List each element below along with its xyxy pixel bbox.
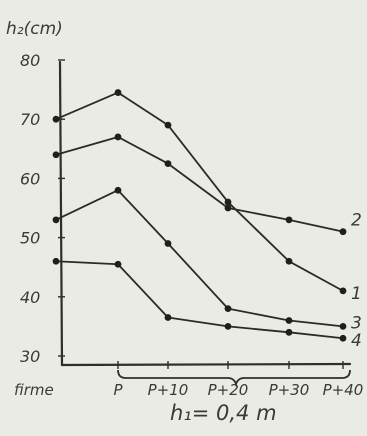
annotation-h1: h₁= 0,4 m	[170, 401, 277, 425]
series-label-2: 2	[351, 211, 362, 231]
y-tick-label: 40	[20, 288, 40, 307]
series-line-4	[55, 260, 344, 340]
series-layer	[52, 89, 347, 342]
data-point	[339, 323, 347, 330]
data-point	[52, 216, 60, 224]
ticks: 30 40 50 60 70 80 firme P P+10 P+20 P+30 P+40	[14, 51, 363, 399]
data-point	[52, 151, 60, 159]
data-point	[224, 305, 232, 313]
x-tick-label: P+20	[208, 381, 249, 399]
data-point	[52, 257, 60, 265]
y-tick-label: 80	[20, 51, 40, 70]
data-point	[224, 198, 232, 206]
data-point	[339, 287, 347, 295]
data-point	[164, 160, 172, 168]
data-point	[285, 317, 293, 324]
data-point	[114, 133, 122, 141]
x-tick-label: P+30	[269, 381, 310, 399]
series-line-3	[55, 189, 344, 328]
series-label-4: 4	[351, 331, 362, 351]
x-tick-label: P+40	[323, 381, 364, 399]
x-axis	[60, 362, 352, 367]
series-line-1	[55, 91, 344, 292]
y-tick-label: 60	[20, 169, 40, 188]
data-point	[114, 186, 122, 194]
data-point	[224, 323, 232, 330]
series-label-3: 3	[351, 313, 362, 333]
data-point	[285, 257, 293, 265]
x-tick-label: P+10	[148, 381, 189, 399]
data-point	[164, 314, 172, 321]
data-point	[285, 216, 293, 224]
series-label-1: 1	[351, 284, 362, 304]
data-point	[114, 260, 122, 268]
data-point	[285, 328, 293, 336]
data-point	[164, 240, 172, 247]
brace	[117, 369, 351, 387]
x-tick-label: P	[113, 381, 123, 399]
axes	[58, 60, 352, 367]
data-point	[339, 228, 347, 236]
y-tick-label: 50	[20, 229, 40, 248]
data-point	[114, 89, 122, 96]
x-tick-label: firme	[14, 381, 54, 399]
data-point	[164, 121, 172, 129]
series-line-2	[55, 136, 344, 233]
data-point	[224, 204, 232, 212]
data-point	[339, 334, 347, 342]
series-labels: 1 2 34	[351, 211, 362, 352]
data-point	[52, 115, 60, 123]
y-tick-label: 70	[20, 110, 40, 129]
y-tick-label: 30	[20, 347, 40, 366]
y-axis-label: h₂(cm)	[6, 19, 63, 39]
y-axis	[58, 60, 64, 367]
